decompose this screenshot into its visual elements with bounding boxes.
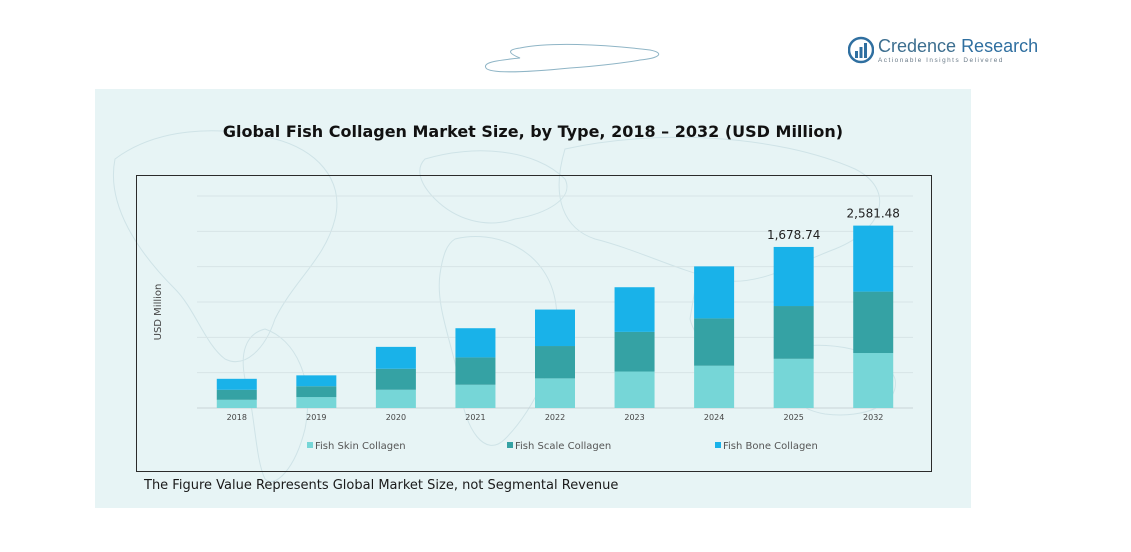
bar-fish-skin-collagen-2025 [773,358,814,408]
bar-fish-bone-collagen-2018 [216,378,257,390]
brand-tagline: Actionable Insights Delivered [878,57,1004,64]
x-tick-label-2019: 2019 [306,413,326,422]
bar-fish-skin-collagen-2032 [853,353,894,408]
decorative-swoosh [484,43,660,73]
chart-footnote: The Figure Value Represents Global Marke… [144,478,619,493]
bars [216,225,894,408]
x-tick-label-2024: 2024 [704,413,724,422]
chart-title: Global Fish Collagen Market Size, by Typ… [222,122,844,141]
bar-fish-skin-collagen-2024 [694,365,735,408]
bar-fish-scale-collagen-2025 [773,306,814,359]
bar-fish-scale-collagen-2024 [694,318,735,366]
x-tick-label-2022: 2022 [545,413,565,422]
bar-fish-scale-collagen-2032 [853,291,894,354]
bar-fish-bone-collagen-2023 [614,287,655,332]
x-tick-label-2021: 2021 [465,413,485,422]
bar-fish-scale-collagen-2018 [216,389,257,400]
x-tick-labels: 2018 2019 2020 2021 2022 2023 2024 2025 2032 [227,413,884,422]
legend-label-fish-bone-collagen: Fish Bone Collagen [723,441,818,452]
brand-name-part2: Research [961,36,1039,56]
bar-fish-skin-collagen-2019 [296,397,337,408]
bar-fish-scale-collagen-2019 [296,386,337,398]
bar-fish-skin-collagen-2021 [455,384,496,408]
chart-panel: Global Fish Collagen Market Size, by Typ… [95,89,971,508]
legend: Fish Skin Collagen Fish Scale Collagen Fis… [307,441,818,452]
legend-swatch-fish-bone-collagen [715,442,721,448]
plot-area-frame: 1,678.74 2,581.48 2018 2019 2020 2021 2022 202… [136,175,932,472]
credence-logo-icon [848,36,874,64]
bar-fish-scale-collagen-2023 [614,331,655,372]
bar-fish-bone-collagen-2019 [296,375,337,387]
data-label-2032: 2,581.48 [847,207,900,221]
bar-fish-bone-collagen-2024 [694,266,735,319]
bar-fish-skin-collagen-2023 [614,371,655,408]
x-tick-label-2018: 2018 [227,413,247,422]
x-tick-label-2023: 2023 [624,413,644,422]
bar-fish-bone-collagen-2022 [535,309,575,347]
legend-swatch-fish-scale-collagen [507,442,513,448]
bar-fish-skin-collagen-2022 [535,378,575,408]
brand-name: Credence Research [878,36,1038,57]
bar-fish-bone-collagen-2025 [773,246,814,307]
legend-swatch-fish-skin-collagen [307,442,313,448]
bar-fish-scale-collagen-2022 [535,346,575,379]
bar-fish-bone-collagen-2020 [375,346,416,369]
x-tick-label-2020: 2020 [386,413,406,422]
legend-label-fish-scale-collagen: Fish Scale Collagen [515,441,611,452]
bar-fish-scale-collagen-2021 [455,357,496,385]
y-axis-label: USD Million [153,284,164,341]
bar-fish-skin-collagen-2020 [375,389,416,408]
bar-fish-bone-collagen-2032 [853,225,894,292]
data-labels: 1,678.74 2,581.48 [767,207,900,242]
stacked-bar-chart: 1,678.74 2,581.48 2018 2019 2020 2021 2022 202… [153,195,913,452]
x-tick-label-2025: 2025 [783,413,803,422]
data-label-2025: 1,678.74 [767,228,820,242]
bar-fish-scale-collagen-2020 [375,368,416,390]
bar-fish-bone-collagen-2021 [455,328,496,358]
brand-name-part1: Credence [878,36,957,56]
legend-label-fish-skin-collagen: Fish Skin Collagen [315,441,406,452]
x-tick-label-2032: 2032 [863,413,883,422]
bar-fish-skin-collagen-2018 [216,399,257,408]
